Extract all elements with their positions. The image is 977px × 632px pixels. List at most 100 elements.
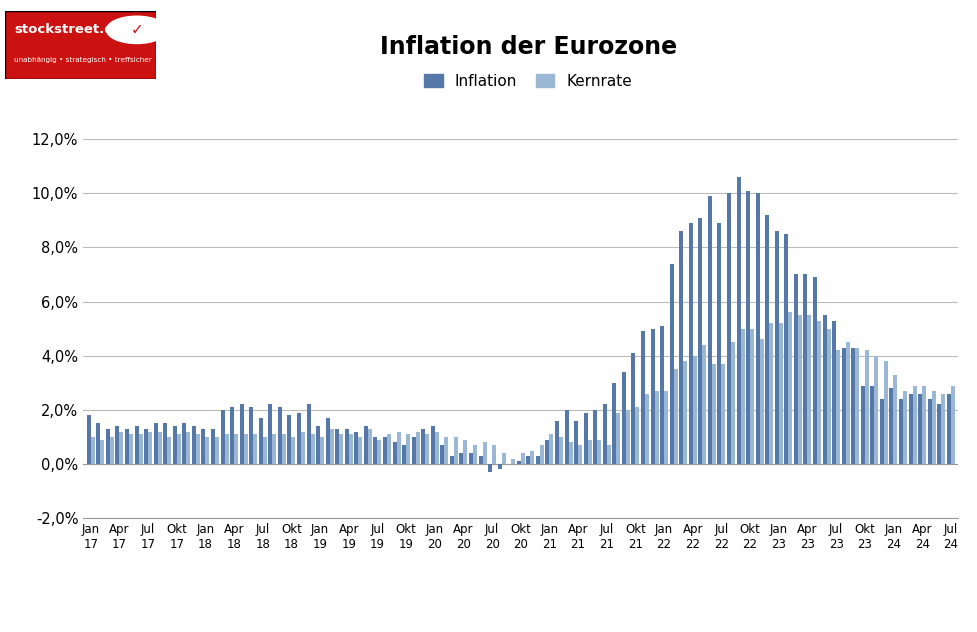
Bar — [249, 407, 253, 464]
Bar — [864, 350, 868, 464]
Bar — [663, 391, 667, 464]
Bar — [291, 437, 295, 464]
Bar — [129, 434, 133, 464]
Bar — [449, 456, 453, 464]
Bar — [577, 445, 581, 464]
Text: unabhängig • strategisch • treffsicher: unabhängig • strategisch • treffsicher — [14, 57, 151, 63]
Bar — [583, 413, 587, 464]
Bar — [325, 418, 329, 464]
Bar — [148, 432, 152, 464]
Bar — [234, 434, 237, 464]
Bar — [157, 432, 161, 464]
Bar — [822, 315, 826, 464]
Bar — [701, 345, 705, 464]
Bar — [396, 432, 401, 464]
Bar — [803, 274, 807, 464]
Bar — [573, 421, 577, 464]
Bar — [721, 364, 725, 464]
Bar — [879, 399, 883, 464]
Bar — [940, 394, 945, 464]
FancyBboxPatch shape — [5, 11, 156, 79]
Bar — [211, 429, 215, 464]
Bar — [297, 413, 301, 464]
Bar — [612, 383, 616, 464]
Bar — [109, 437, 113, 464]
Bar — [745, 190, 749, 464]
Bar — [387, 434, 391, 464]
Bar — [215, 437, 219, 464]
Bar — [101, 440, 105, 464]
Bar — [435, 432, 439, 464]
Bar — [349, 434, 353, 464]
Bar — [377, 440, 381, 464]
Bar — [826, 329, 829, 464]
Bar — [816, 320, 820, 464]
Bar — [511, 459, 515, 464]
Bar — [807, 315, 811, 464]
Bar — [195, 434, 199, 464]
Bar — [797, 315, 801, 464]
Bar — [645, 394, 649, 464]
Bar — [516, 461, 520, 464]
Text: stockstreet.de: stockstreet.de — [14, 23, 122, 37]
Bar — [688, 223, 692, 464]
Bar — [421, 429, 425, 464]
Bar — [631, 353, 635, 464]
Bar — [535, 456, 539, 464]
Bar — [488, 464, 491, 472]
Bar — [411, 437, 415, 464]
Bar — [383, 437, 387, 464]
Bar — [463, 440, 467, 464]
Bar — [354, 432, 358, 464]
Bar — [526, 456, 530, 464]
Bar — [898, 399, 902, 464]
Bar — [568, 442, 572, 464]
Bar — [392, 442, 396, 464]
Bar — [736, 177, 740, 464]
Bar — [778, 323, 782, 464]
Bar — [549, 434, 553, 464]
Bar — [316, 426, 319, 464]
Bar — [769, 323, 773, 464]
Bar — [950, 386, 954, 464]
Bar — [640, 331, 645, 464]
Bar — [239, 404, 243, 464]
Bar — [478, 456, 482, 464]
Bar — [335, 429, 339, 464]
Bar — [902, 391, 906, 464]
Bar — [87, 415, 91, 464]
Bar — [163, 423, 167, 464]
Bar — [597, 440, 601, 464]
Bar — [530, 451, 533, 464]
Bar — [759, 339, 763, 464]
Bar — [606, 445, 611, 464]
Text: Inflation der Eurozone: Inflation der Eurozone — [379, 35, 676, 59]
Bar — [444, 437, 447, 464]
Bar — [221, 410, 225, 464]
Bar — [678, 231, 683, 464]
Text: ✓: ✓ — [130, 22, 143, 37]
Bar — [272, 434, 276, 464]
Bar — [831, 320, 835, 464]
Circle shape — [106, 16, 167, 44]
Bar — [692, 356, 696, 464]
Bar — [936, 404, 940, 464]
Bar — [201, 429, 205, 464]
Bar — [153, 423, 157, 464]
Bar — [730, 342, 735, 464]
Bar — [740, 329, 743, 464]
Bar — [253, 434, 257, 464]
Bar — [784, 234, 787, 464]
Bar — [191, 426, 195, 464]
Bar — [873, 356, 877, 464]
Bar — [946, 394, 950, 464]
Bar — [669, 264, 673, 464]
Bar — [602, 404, 606, 464]
Bar — [311, 434, 315, 464]
Bar — [106, 429, 109, 464]
Bar — [673, 369, 677, 464]
Bar — [363, 426, 367, 464]
Bar — [654, 391, 658, 464]
Bar — [469, 453, 473, 464]
Bar — [711, 364, 715, 464]
